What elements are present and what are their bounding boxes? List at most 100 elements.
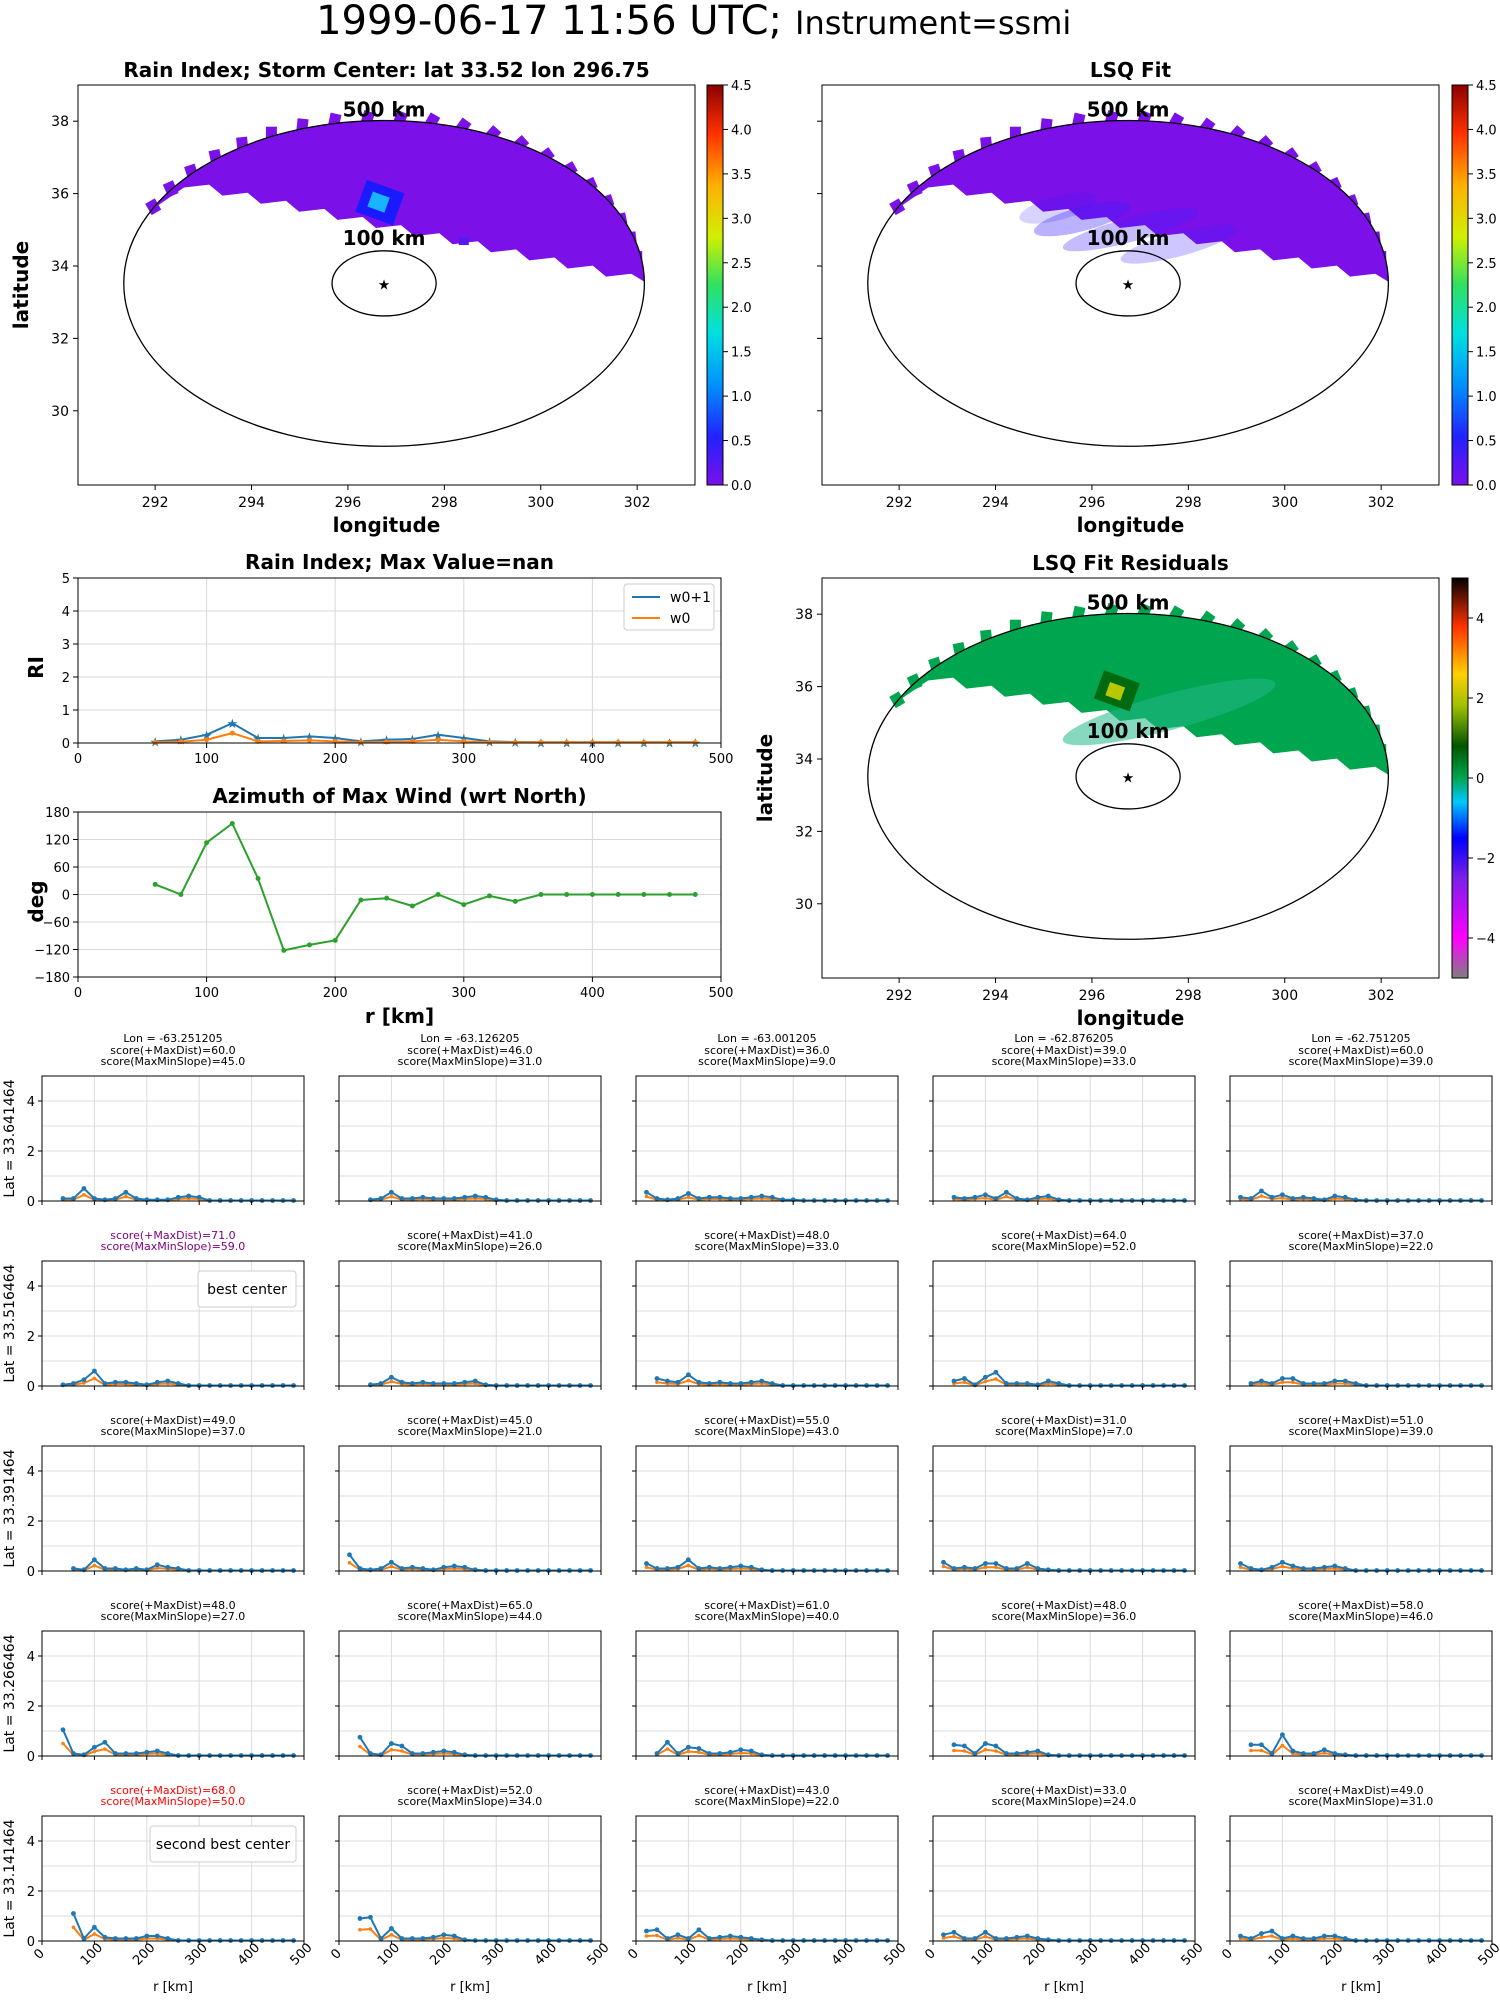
plot-frame (77, 577, 722, 744)
y-tick-label: 32 (795, 824, 813, 840)
cell-data-point (951, 1378, 957, 1384)
cell-data-point (1238, 1933, 1243, 1939)
cell-data-point (1248, 1196, 1254, 1201)
cell-data-point (1311, 1936, 1317, 1941)
cell-legend-label: best center (207, 1282, 287, 1298)
data-point (667, 892, 673, 897)
cell-data-point (1035, 1194, 1041, 1200)
cell-score-maxminslope: score(MaxMinSlope)=46.0 (1289, 1610, 1434, 1623)
x-tick-label: 300 (1371, 1940, 1399, 1968)
cell-data-point (123, 1751, 129, 1756)
cell-data-point (357, 1734, 363, 1740)
x-tick-label: 400 (235, 1940, 263, 1968)
map-swath-edge (295, 118, 309, 137)
data-point (358, 897, 364, 903)
cell-data-point (154, 1379, 160, 1385)
cell-data-point (644, 1561, 649, 1566)
cell-data-point (1248, 1742, 1254, 1748)
data-point (229, 730, 235, 736)
cell-data-point (738, 1563, 744, 1569)
colorbar-tick-label: 2.5 (1476, 257, 1497, 272)
score-cell-r4-c4: 0 100 200 300 400 500 r [km] score(+MaxDist)=49… (1219, 1784, 1500, 1995)
data-point (152, 881, 158, 887)
cell-data-point (962, 1376, 967, 1381)
score-cell-r3-c1: score(+MaxDist)=65.0score(MaxMinSlope)=4… (335, 1599, 602, 1760)
y-tick-label: 0 (27, 1380, 35, 1395)
score-cell-r2-c3: score(+MaxDist)=31.0score(MaxMinSlope)=7… (929, 1414, 1196, 1575)
cell-data-point (133, 1381, 139, 1386)
cell-data-point (1259, 1188, 1264, 1194)
y-tick-label: −60 (43, 916, 70, 931)
cell-frame (932, 1815, 1196, 1942)
cell-data-point (972, 1751, 978, 1756)
y-tick-label: 4 (27, 1835, 35, 1850)
storm-center-marker: ★ (1122, 770, 1135, 786)
cell-data-point (696, 1927, 702, 1933)
cell-data-point (1003, 1381, 1009, 1386)
y-tick-label: 2 (62, 671, 70, 686)
cell-plot-area (933, 1261, 1195, 1386)
x-tick-label: 300 (480, 1940, 508, 1968)
cell-data-point (644, 1565, 649, 1570)
cell-score-maxminslope: score(MaxMinSlope)=34.0 (398, 1795, 543, 1808)
cell-data-point (154, 1562, 160, 1568)
x-tick-label: 0 (31, 1946, 47, 1962)
map-swath-edge (1039, 118, 1053, 137)
cell-data-point (1280, 1380, 1285, 1385)
colorbar (1451, 577, 1469, 979)
data-point (487, 739, 493, 745)
map-swath-edge (326, 112, 342, 133)
colorbar-tick-label: 3.0 (1476, 212, 1497, 227)
data-point: ★ (201, 729, 213, 744)
map-xlabel: longitude (1077, 1006, 1185, 1030)
cell-data-point (133, 1936, 139, 1941)
cell-data-point (1035, 1566, 1041, 1571)
cell-data-point (1248, 1936, 1254, 1941)
x-tick-label: 100 (194, 986, 219, 1001)
storm-center-marker: ★ (378, 277, 391, 293)
cell-score-maxminslope: score(MaxMinSlope)=26.0 (398, 1240, 543, 1253)
plot-ylabel: RI (24, 656, 48, 679)
cell-plot-area (339, 1446, 601, 1571)
cell-frame (635, 1260, 899, 1387)
x-tick-label: 500 (1475, 1940, 1500, 1968)
cell-data-point (1332, 1378, 1338, 1384)
circle-500km (867, 119, 1390, 447)
cell-data-point (71, 1381, 76, 1386)
circle-100km (331, 250, 437, 317)
cell-data-point (82, 1381, 86, 1385)
cell-xlabel: r [km] (153, 1980, 193, 1995)
cell-data-point (430, 1381, 436, 1386)
cell-plot-area (636, 1816, 898, 1941)
cell-data-point (451, 1749, 457, 1755)
cell-data-point (175, 1566, 181, 1571)
x-tick-label: 100 (78, 1940, 106, 1968)
cell-data-point (123, 1936, 129, 1941)
cell-score-maxminslope: score(MaxMinSlope)=40.0 (695, 1610, 840, 1623)
colorbar-tick-label: 0.5 (731, 435, 752, 450)
cell-data-point (769, 1194, 775, 1200)
map-title: LSQ Fit (1090, 58, 1172, 82)
cell-data-point (399, 1566, 405, 1571)
cell-data-point (717, 1751, 723, 1756)
cell-plot-area (339, 1261, 601, 1386)
cell-data-point (1025, 1565, 1030, 1570)
cell-score-maxminslope: score(MaxMinSlope)=43.0 (695, 1425, 840, 1438)
cell-score-maxminslope: score(MaxMinSlope)=59.0 (101, 1240, 246, 1253)
cell-score-maxdist: score(+MaxDist)=51.0 (1298, 1414, 1423, 1427)
cell-plot-area (42, 1076, 304, 1201)
cell-data-point (1311, 1751, 1317, 1756)
cell-score-maxdist: score(+MaxDist)=36.0 (704, 1044, 829, 1057)
cell-data-point (748, 1748, 754, 1754)
cell-frame (1229, 1815, 1493, 1942)
cell-data-point (706, 1564, 712, 1570)
cell-data-point (941, 1564, 946, 1569)
cell-data-point (1300, 1936, 1306, 1941)
cell-data-point (1300, 1566, 1306, 1571)
cell-data-point (165, 1936, 171, 1941)
colorbar-tick-label: 0 (1476, 772, 1484, 787)
x-tick-label: 302 (624, 495, 651, 511)
cell-data-point (92, 1563, 97, 1568)
cell-data-point (102, 1566, 108, 1571)
cell-data-point (665, 1739, 670, 1745)
